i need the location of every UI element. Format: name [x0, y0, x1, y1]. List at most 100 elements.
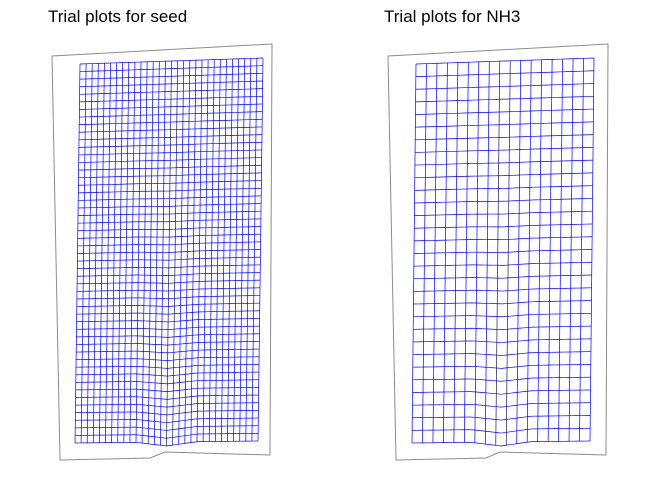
plot-row-line	[77, 249, 261, 254]
plot-column-line	[147, 61, 154, 444]
plot-row-line	[75, 402, 259, 408]
plot-row-line	[79, 111, 263, 118]
plot-row-line	[412, 389, 591, 395]
plot-row-line	[76, 302, 260, 307]
plot-column-line	[153, 61, 160, 445]
plot-row-line	[411, 440, 591, 447]
plot-row-line	[414, 172, 593, 179]
plot-row-line	[76, 356, 260, 361]
plot-row-line	[75, 394, 259, 400]
plot-row-line	[414, 210, 593, 216]
plot-row-line	[75, 364, 260, 369]
nh3-field-panel	[387, 43, 609, 461]
plot-row-line	[415, 83, 594, 90]
plot-row-line	[413, 261, 592, 267]
plot-column-line	[166, 60, 172, 447]
plot-column-line	[178, 60, 185, 445]
plot-row-line	[415, 108, 594, 115]
plot-row-line	[412, 427, 591, 434]
plot-row-line	[77, 279, 261, 285]
plot-row-line	[77, 241, 261, 247]
plot-row-line	[412, 364, 591, 369]
seed-field-boundary	[51, 43, 273, 461]
plot-row-line	[79, 72, 263, 80]
plot-row-line	[415, 147, 594, 153]
plot-row-line	[79, 88, 263, 95]
plot-row-line	[79, 95, 263, 103]
plot-row-line	[414, 223, 593, 229]
plot-row-line	[77, 218, 261, 224]
plot-row-line	[78, 164, 262, 171]
plot-row-line	[75, 425, 259, 431]
panel-title-nh3: Trial plots for NH3	[384, 7, 521, 26]
plot-row-line	[76, 318, 260, 323]
plot-row-line	[415, 95, 594, 103]
plot-row-line	[78, 134, 263, 141]
plot-row-line	[414, 185, 593, 191]
plot-column-line	[495, 61, 501, 446]
plot-column-line	[172, 60, 178, 446]
plot-row-line	[412, 376, 591, 382]
plot-row-line	[415, 121, 594, 128]
plot-row-line	[413, 312, 592, 318]
nh3-field-boundary	[387, 43, 609, 461]
plot-row-line	[414, 198, 593, 204]
plot-row-line	[413, 325, 592, 331]
panel-title-seed: Trial plots for seed	[48, 7, 188, 26]
nh3-plot-grid	[411, 57, 595, 447]
plot-row-line	[415, 70, 594, 77]
plot-column-line	[160, 61, 166, 446]
plot-row-line	[76, 295, 260, 300]
seed-field-panel	[51, 43, 273, 461]
plot-row-line	[79, 80, 263, 88]
plot-row-line	[412, 402, 591, 408]
plot-row-line	[412, 415, 591, 421]
plot-row-line	[77, 256, 261, 262]
plot-row-line	[76, 287, 261, 292]
plot-column-line	[505, 60, 511, 446]
plot-row-line	[77, 210, 262, 216]
plot-row-line	[79, 126, 263, 133]
plot-row-line	[413, 249, 593, 254]
plot-row-line	[74, 440, 259, 447]
plot-row-line	[76, 341, 260, 346]
plot-row-line	[415, 57, 595, 65]
plot-row-line	[78, 149, 262, 156]
seed-plot-grid	[74, 57, 264, 447]
plot-row-line	[78, 187, 262, 194]
plot-row-line	[78, 195, 262, 201]
plot-row-line	[75, 387, 259, 392]
plot-row-line	[77, 226, 261, 232]
plot-row-line	[415, 134, 594, 141]
plot-row-line	[79, 103, 263, 110]
plot-row-line	[413, 300, 592, 305]
plot-column-line	[516, 60, 522, 444]
plot-column-line	[484, 61, 490, 445]
plot-row-line	[75, 432, 259, 439]
plot-column-line	[184, 60, 191, 444]
plot-row-line	[77, 264, 261, 270]
plot-row-line	[412, 351, 591, 356]
plot-row-line	[79, 65, 263, 72]
plot-row-line	[75, 371, 259, 377]
plot-row-line	[413, 338, 592, 343]
plot-row-line	[414, 159, 593, 166]
plot-row-line	[76, 325, 260, 331]
plot-row-line	[78, 157, 262, 163]
plot-row-line	[78, 141, 262, 148]
plot-row-line	[76, 310, 260, 315]
plot-row-line	[75, 417, 259, 424]
plot-row-line	[76, 348, 260, 354]
plot-row-line	[77, 272, 261, 277]
plot-row-line	[79, 118, 263, 125]
plot-row-line	[77, 233, 261, 239]
plot-row-line	[78, 203, 262, 209]
plot-row-line	[413, 287, 592, 292]
plot-row-line	[75, 410, 259, 416]
plot-row-line	[413, 274, 592, 280]
plot-row-line	[79, 57, 264, 65]
plot-row-line	[78, 172, 262, 179]
plot-row-line	[414, 236, 593, 242]
plot-row-line	[75, 379, 259, 385]
